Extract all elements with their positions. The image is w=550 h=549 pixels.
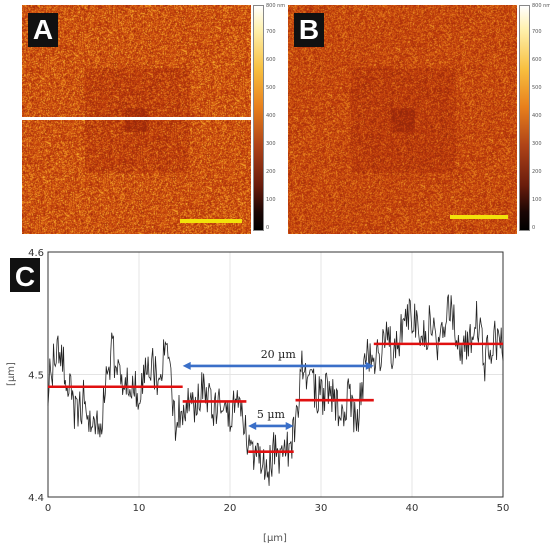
arrow-head: [182, 361, 191, 370]
colorbar-tick: 800 nm: [266, 3, 286, 9]
y-axis-label: [µm]: [6, 362, 17, 386]
afm-map-b: B: [288, 5, 517, 234]
colorbar-tick: 300: [532, 141, 542, 147]
colorbar-tick: 100: [532, 197, 542, 203]
colorbar-tick: 400: [266, 113, 276, 119]
afm-image-b: [288, 5, 517, 234]
arrow-head: [248, 421, 257, 430]
x-axis-label: [µm]: [263, 533, 287, 544]
x-tick-label: 20: [224, 503, 237, 514]
panel-label-c: C: [15, 261, 35, 292]
colorbar-tick: 400: [532, 113, 542, 119]
colorbar-gradient-a: [253, 5, 264, 231]
y-tick-label: 4.5: [28, 371, 44, 382]
colorbar-tick: 300: [266, 141, 276, 147]
colorbar-a: 800 nm 700 600 500 400 300 200 100 0: [253, 3, 286, 231]
colorbar-tick: 200: [532, 169, 542, 175]
panel-label-a: A: [28, 13, 58, 47]
x-tick-label: 30: [315, 503, 328, 514]
dimension-arrows: 20 µm 5 µm: [182, 348, 374, 430]
x-tick-label: 50: [497, 503, 510, 514]
colorbar-tick: 0: [266, 225, 270, 231]
afm-map-a: A: [22, 5, 251, 234]
scale-bar-b: [450, 215, 508, 219]
plot-frame: [47, 251, 504, 498]
y-tick-label: 4.4: [28, 493, 44, 504]
x-tick-label: 10: [133, 503, 146, 514]
colorbar-tick: 200: [266, 169, 276, 175]
panel-label-b: B: [294, 13, 324, 47]
arrow-head: [285, 421, 294, 430]
colorbar-b: 800 nm 700 600 500 400 300 200 100 0: [519, 3, 550, 231]
x-tick-label: 40: [406, 503, 419, 514]
colorbar-tick: 0: [532, 225, 536, 231]
colorbar-tick: 700: [532, 29, 542, 35]
profile-line: [22, 117, 251, 120]
arrow-head: [365, 361, 374, 370]
colorbar-tick: 600: [532, 57, 542, 63]
dimension-label: 20 µm: [261, 348, 297, 361]
y-tick-label: 4.6: [28, 248, 44, 259]
colorbar-tick: 500: [266, 85, 276, 91]
colorbar-tick: 700: [266, 29, 276, 35]
scale-bar-a: [180, 219, 242, 223]
colorbar-gradient-b: [519, 5, 530, 231]
tick-labels: 0 10 20 30 40 50 4.4 4.5 4.6: [28, 248, 509, 514]
colorbar-tick: 600: [266, 57, 276, 63]
level-lines: [48, 342, 503, 453]
colorbar-tick: 500: [532, 85, 542, 91]
dimension-label: 5 µm: [257, 408, 286, 421]
chart-background: [0, 240, 550, 549]
x-tick-label: 0: [45, 503, 51, 514]
colorbar-tick: 100: [266, 197, 276, 203]
height-profile-chart: 20 µm 5 µm 0 10 20 30 40 50 4.4 4.5 4.6 C [µm] [µ…: [0, 240, 550, 549]
colorbar-tick: 800 nm: [532, 3, 550, 9]
panel-label-c-box: [10, 258, 40, 292]
